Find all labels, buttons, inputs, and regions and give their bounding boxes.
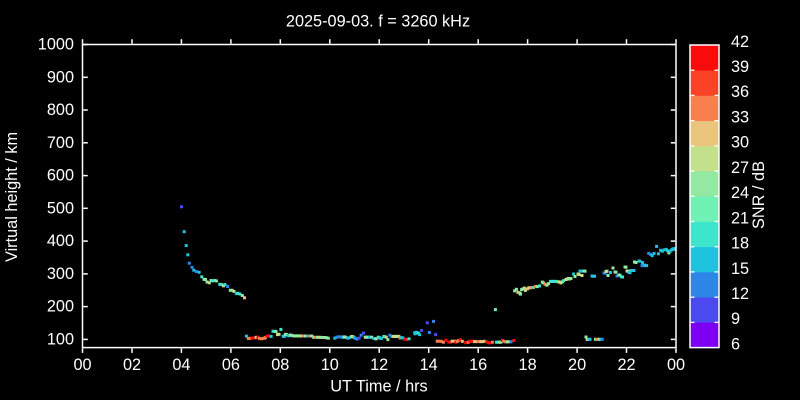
svg-text:800: 800 <box>47 101 74 119</box>
svg-text:12: 12 <box>370 356 388 374</box>
svg-text:20: 20 <box>568 356 586 374</box>
svg-text:600: 600 <box>47 167 74 185</box>
svg-text:14: 14 <box>420 356 438 374</box>
svg-text:12: 12 <box>731 285 749 303</box>
svg-text:Virtual height / km: Virtual height / km <box>3 132 21 262</box>
svg-text:10: 10 <box>321 356 339 374</box>
svg-text:39: 39 <box>731 58 749 76</box>
svg-text:2025-09-03. f = 3260 kHz: 2025-09-03. f = 3260 kHz <box>286 13 470 31</box>
svg-text:700: 700 <box>47 134 74 152</box>
svg-text:SNR / dB: SNR / dB <box>750 161 768 229</box>
svg-text:200: 200 <box>47 298 74 316</box>
svg-text:6: 6 <box>731 335 740 353</box>
svg-text:00: 00 <box>73 356 91 374</box>
svg-text:18: 18 <box>731 235 749 253</box>
svg-text:21: 21 <box>731 209 749 227</box>
svg-text:02: 02 <box>123 356 141 374</box>
svg-text:900: 900 <box>47 68 74 86</box>
svg-text:15: 15 <box>731 260 749 278</box>
svg-text:36: 36 <box>731 83 749 101</box>
svg-text:04: 04 <box>172 356 190 374</box>
svg-text:400: 400 <box>47 232 74 250</box>
svg-text:00: 00 <box>667 356 685 374</box>
svg-text:27: 27 <box>731 159 749 177</box>
svg-text:18: 18 <box>519 356 537 374</box>
svg-text:08: 08 <box>271 356 289 374</box>
svg-text:100: 100 <box>47 330 74 348</box>
svg-text:22: 22 <box>617 356 635 374</box>
svg-text:500: 500 <box>47 199 74 217</box>
svg-text:UT Time / hrs: UT Time / hrs <box>330 378 427 396</box>
svg-text:9: 9 <box>731 310 740 328</box>
svg-text:06: 06 <box>222 356 240 374</box>
svg-text:33: 33 <box>731 109 749 127</box>
svg-text:300: 300 <box>47 265 74 283</box>
svg-text:16: 16 <box>469 356 487 374</box>
svg-text:1000: 1000 <box>38 36 74 54</box>
svg-text:24: 24 <box>731 184 749 202</box>
svg-text:30: 30 <box>731 134 749 152</box>
svg-text:42: 42 <box>731 33 749 51</box>
